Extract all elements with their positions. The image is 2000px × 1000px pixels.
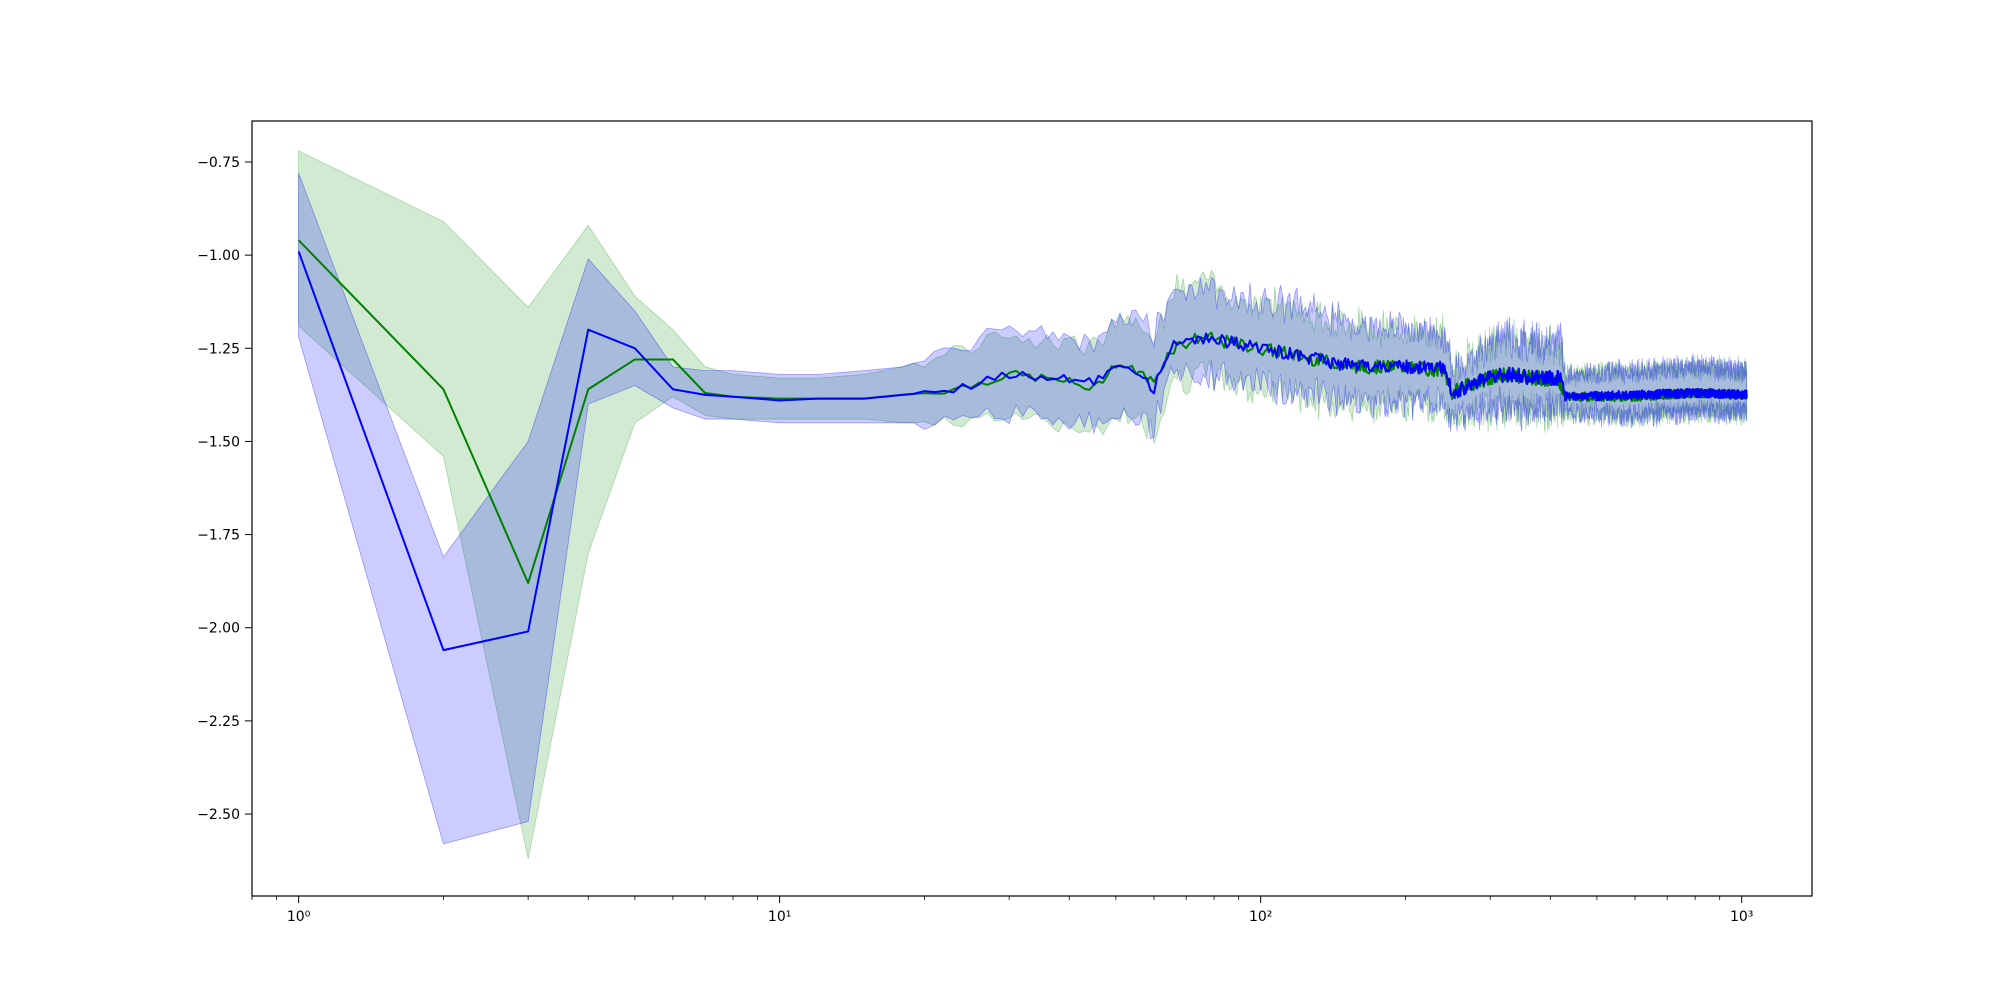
series-2-band: [298, 173, 1748, 845]
y-tick-label: −2.00: [197, 621, 240, 637]
y-axis: −0.75 −1.00 −1.25 −1.50 −1.75 −2.00 −2.25 −2.50: [197, 155, 252, 823]
series-lines: [297, 239, 1748, 652]
y-tick-label: −2.50: [197, 807, 240, 823]
y-tick-label: −1.75: [197, 528, 240, 544]
y-tick-label: −0.75: [197, 155, 240, 171]
x-tick-label: 10²: [1249, 909, 1272, 925]
y-tick-label: −1.00: [197, 248, 240, 264]
x-tick-label: 10¹: [768, 909, 791, 925]
x-tick-label: 10³: [1730, 909, 1753, 925]
y-tick-label: −2.25: [197, 714, 240, 730]
y-tick-label: −1.25: [197, 341, 240, 357]
series-2-line: [297, 251, 1748, 652]
series-1-band: [298, 150, 1748, 859]
plot-frame: [251, 120, 1813, 897]
x-axis: 10⁰ 10¹ 10² 10³: [251, 896, 1753, 925]
y-tick-label: −1.50: [197, 434, 240, 450]
x-tick-label: 10⁰: [287, 909, 311, 925]
confidence-bands: [298, 150, 1748, 859]
